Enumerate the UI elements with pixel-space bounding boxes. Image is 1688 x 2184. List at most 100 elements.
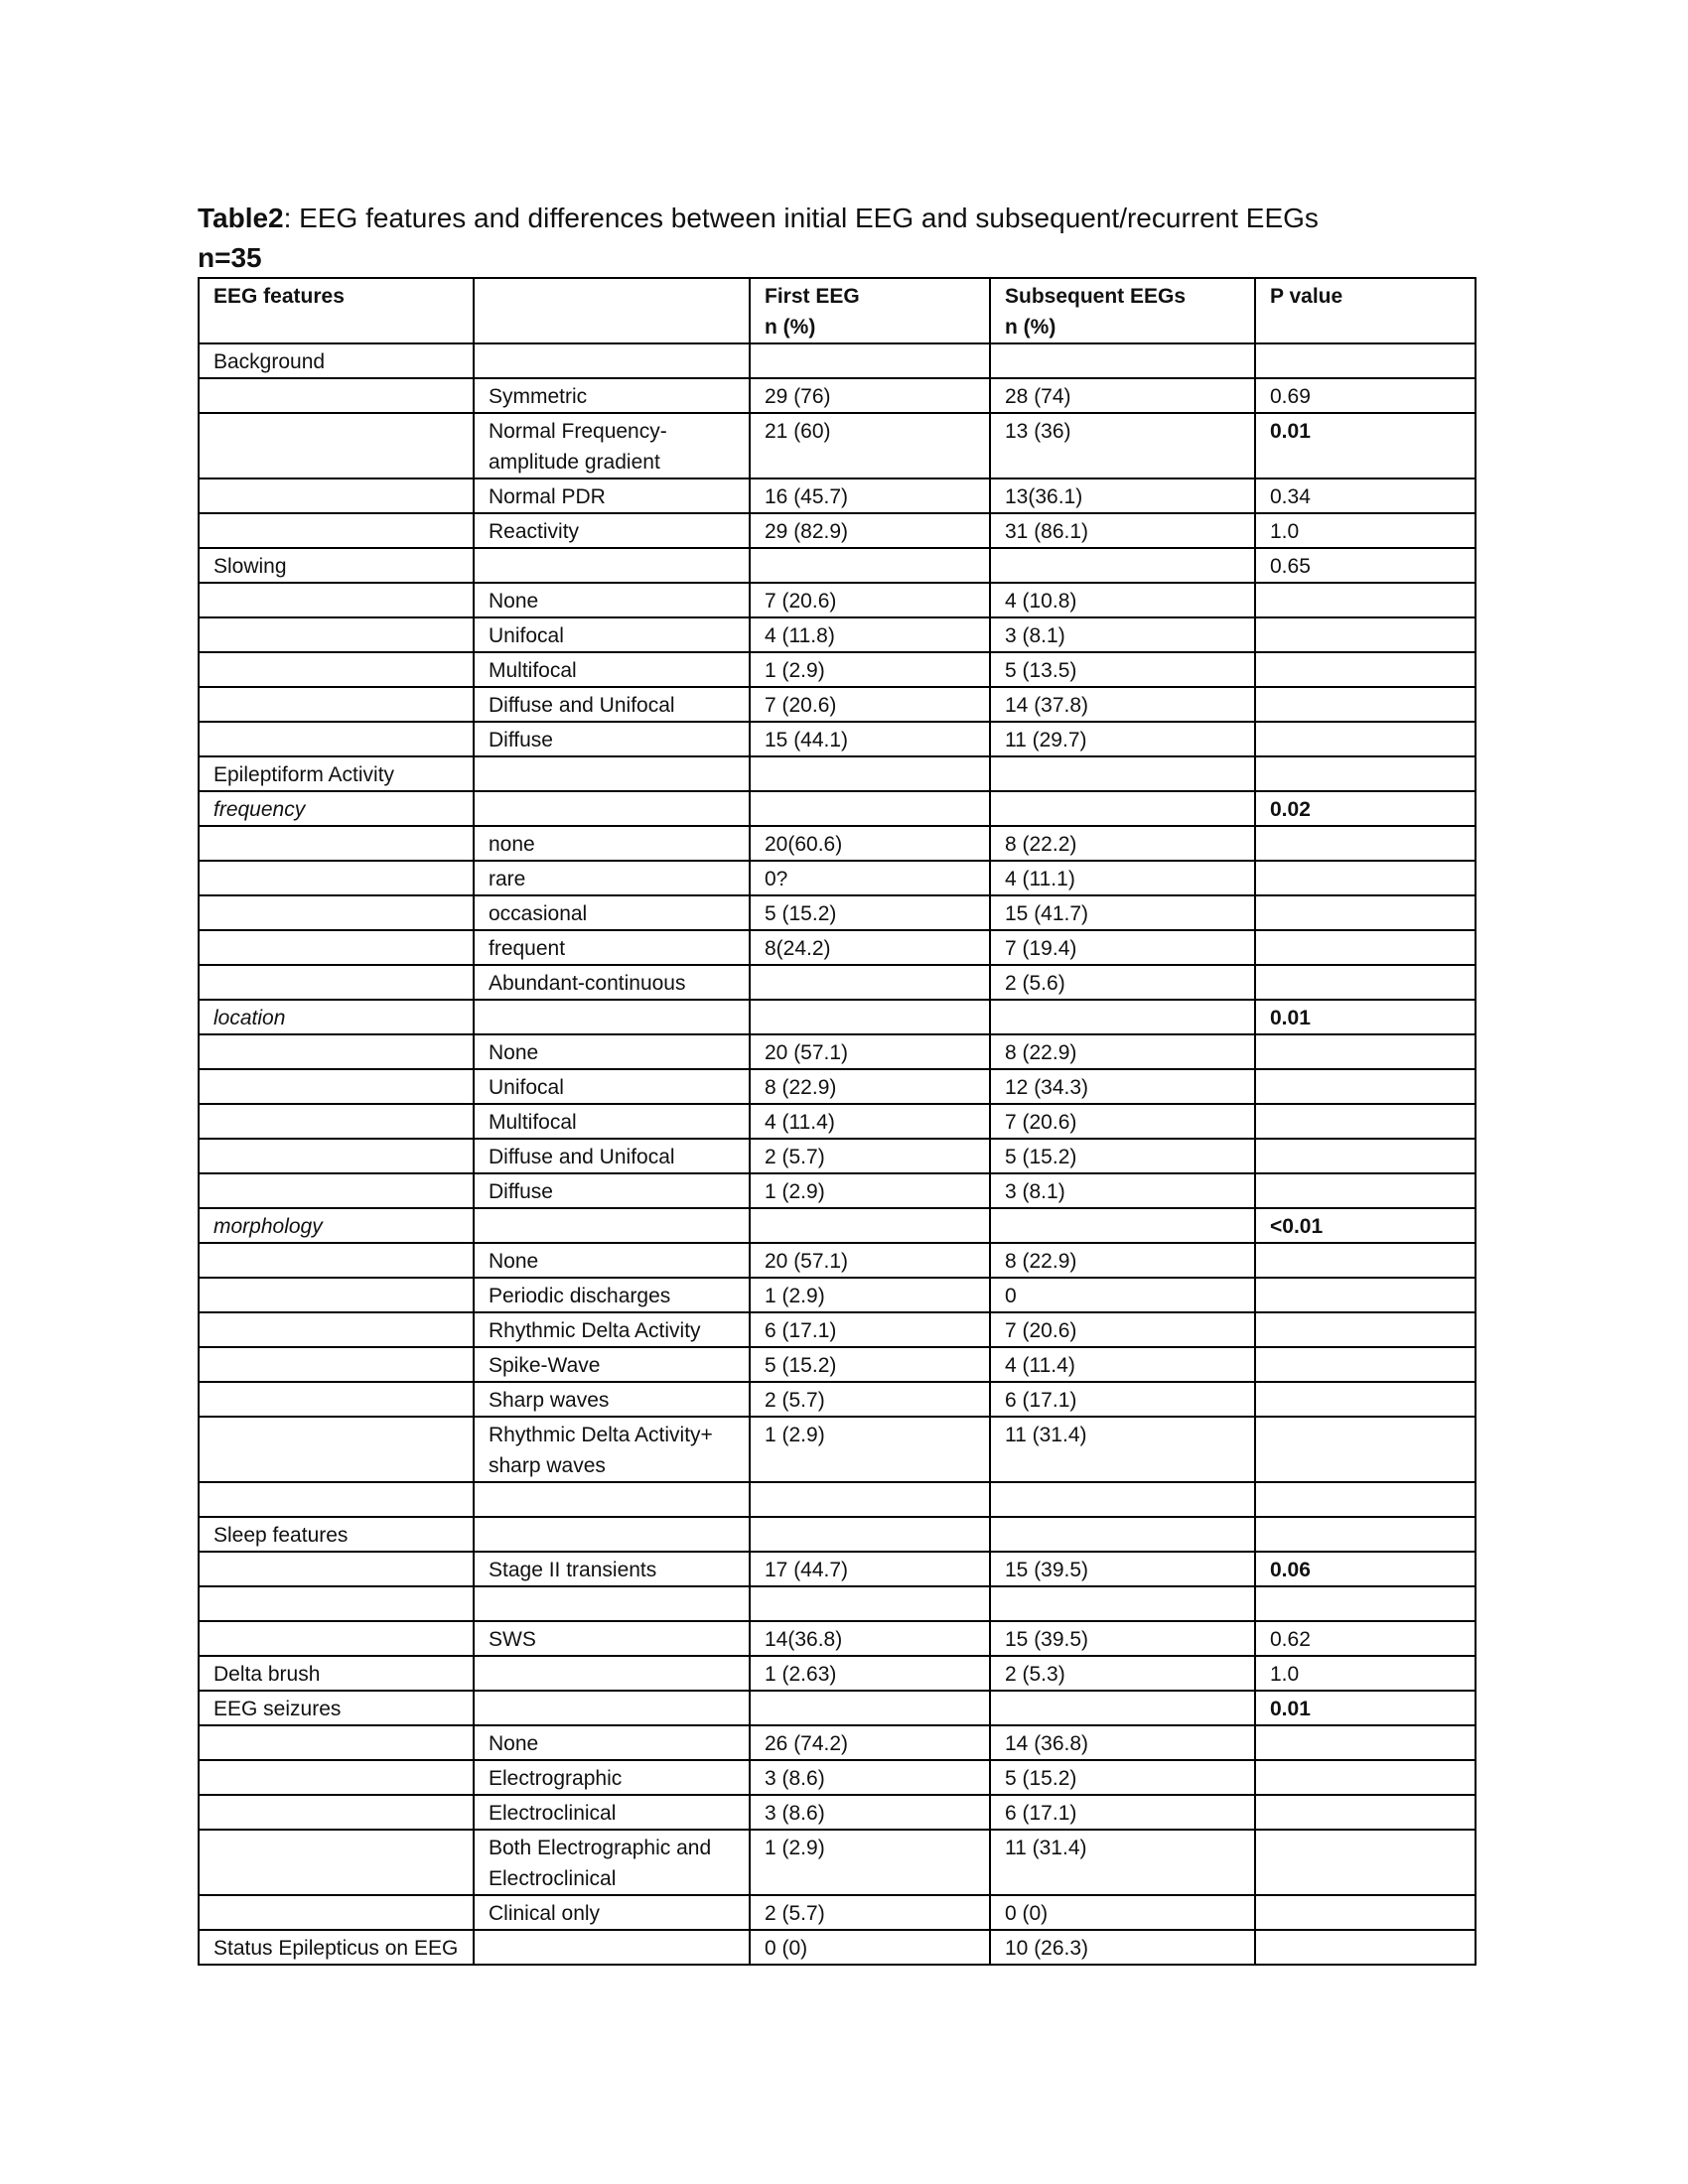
subcategory-cell — [473, 1585, 751, 1622]
feature-cell — [198, 412, 475, 479]
subsequent-eegs-cell: 8 (22.2) — [989, 825, 1256, 862]
p-value-cell — [1254, 929, 1477, 966]
p-value-cell: 0.06 — [1254, 1551, 1477, 1587]
header-first-eeg-unit: n (%) — [765, 316, 816, 339]
subcategory-cell — [473, 999, 751, 1035]
subsequent-eegs-cell — [989, 547, 1256, 584]
first-eeg-cell: 7 (20.6) — [749, 686, 991, 723]
table-label: Table2 — [198, 203, 284, 233]
p-value-cell — [1254, 582, 1477, 618]
first-eeg-cell: 29 (76) — [749, 377, 991, 414]
p-value-cell — [1254, 1829, 1477, 1896]
p-value-cell — [1254, 1346, 1477, 1383]
feature-cell — [198, 1724, 475, 1761]
p-value-cell — [1254, 1724, 1477, 1761]
feature-cell — [198, 1242, 475, 1279]
first-eeg-cell: 3 (8.6) — [749, 1759, 991, 1796]
subsequent-eegs-cell: 7 (20.6) — [989, 1103, 1256, 1140]
subsequent-eegs-cell: 3 (8.1) — [989, 616, 1256, 653]
table-row: Normal Frequency-amplitude gradient 21 (6… — [198, 412, 1477, 479]
first-eeg-cell — [749, 999, 991, 1035]
first-eeg-cell: 17 (44.7) — [749, 1551, 991, 1587]
subcategory-cell: occasional — [473, 894, 751, 931]
first-eeg-cell: 8(24.2) — [749, 929, 991, 966]
subcategory-cell: None — [473, 1242, 751, 1279]
subsequent-eegs-cell: 0 — [989, 1277, 1256, 1313]
feature-cell — [198, 1103, 475, 1140]
feature-cell — [198, 1277, 475, 1313]
p-value-cell — [1254, 686, 1477, 723]
subcategory-cell — [473, 342, 751, 379]
subsequent-eegs-cell: 14 (37.8) — [989, 686, 1256, 723]
table-row: Multifocal 4 (11.4) 7 (20.6) — [198, 1103, 1477, 1140]
subsequent-eegs-cell — [989, 1481, 1256, 1518]
table-row: frequent 8(24.2) 7 (19.4) — [198, 929, 1477, 966]
p-value-cell — [1254, 1103, 1477, 1140]
feature-cell: morphology — [198, 1207, 475, 1244]
subsequent-eegs-cell: 5 (13.5) — [989, 651, 1256, 688]
table-row: Both Electrographic and Electroclinical 1… — [198, 1829, 1477, 1896]
p-value-cell — [1254, 1172, 1477, 1209]
subsequent-eegs-cell — [989, 999, 1256, 1035]
feature-cell — [198, 860, 475, 896]
subsequent-eegs-cell: 15 (39.5) — [989, 1620, 1256, 1657]
subcategory-cell: Multifocal — [473, 1103, 751, 1140]
first-eeg-cell: 5 (15.2) — [749, 1346, 991, 1383]
table-row: None 7 (20.6) 4 (10.8) — [198, 582, 1477, 618]
table-row: Delta brush 1 (2.63) 2 (5.3) 1.0 — [198, 1655, 1477, 1692]
first-eeg-cell: 0 (0) — [749, 1929, 991, 1966]
table-caption: Table2: EEG features and differences bet… — [198, 199, 1319, 278]
table-row: Diffuse 1 (2.9) 3 (8.1) — [198, 1172, 1477, 1209]
p-value-cell: 0.01 — [1254, 999, 1477, 1035]
subcategory-cell — [473, 1655, 751, 1692]
subcategory-cell — [473, 547, 751, 584]
p-value-cell — [1254, 342, 1477, 379]
feature-cell — [198, 512, 475, 549]
subsequent-eegs-cell: 12 (34.3) — [989, 1068, 1256, 1105]
feature-cell — [198, 582, 475, 618]
header-first-eeg: First EEG n (%) — [749, 277, 991, 344]
subsequent-eegs-cell: 7 (20.6) — [989, 1311, 1256, 1348]
first-eeg-cell: 0? — [749, 860, 991, 896]
p-value-cell — [1254, 1416, 1477, 1483]
subcategory-cell: Rhythmic Delta Activity — [473, 1311, 751, 1348]
table-row — [198, 1585, 1477, 1622]
first-eeg-cell — [749, 547, 991, 584]
subcategory-cell: Electrographic — [473, 1759, 751, 1796]
first-eeg-cell: 1 (2.9) — [749, 1829, 991, 1896]
feature-cell — [198, 377, 475, 414]
subcategory-cell: SWS — [473, 1620, 751, 1657]
feature-cell — [198, 929, 475, 966]
subcategory-cell: Both Electrographic and Electroclinical — [473, 1829, 751, 1896]
feature-cell: Delta brush — [198, 1655, 475, 1692]
table-row: Electrographic 3 (8.6) 5 (15.2) — [198, 1759, 1477, 1796]
first-eeg-cell: 20 (57.1) — [749, 1033, 991, 1070]
p-value-cell: 0.01 — [1254, 1690, 1477, 1726]
subsequent-eegs-cell — [989, 755, 1256, 792]
p-value-cell — [1254, 1759, 1477, 1796]
header-subcategory — [473, 277, 751, 344]
p-value-cell — [1254, 1894, 1477, 1931]
feature-cell — [198, 721, 475, 757]
subcategory-cell: Diffuse and Unifocal — [473, 1138, 751, 1174]
table-row: Background — [198, 342, 1477, 379]
subsequent-eegs-cell: 8 (22.9) — [989, 1242, 1256, 1279]
feature-cell — [198, 478, 475, 514]
table-row: Rhythmic Delta Activity 6 (17.1) 7 (20.6) — [198, 1311, 1477, 1348]
first-eeg-cell: 1 (2.9) — [749, 1172, 991, 1209]
first-eeg-cell — [749, 964, 991, 1001]
subsequent-eegs-cell — [989, 1690, 1256, 1726]
feature-cell — [198, 1381, 475, 1418]
p-value-cell — [1254, 894, 1477, 931]
feature-cell — [198, 1585, 475, 1622]
feature-cell — [198, 964, 475, 1001]
feature-cell — [198, 1172, 475, 1209]
p-value-cell — [1254, 1068, 1477, 1105]
table-row: morphology <0.01 — [198, 1207, 1477, 1244]
p-value-cell — [1254, 755, 1477, 792]
feature-cell — [198, 1551, 475, 1587]
table-row: Diffuse and Unifocal 7 (20.6) 14 (37.8) — [198, 686, 1477, 723]
p-value-cell: <0.01 — [1254, 1207, 1477, 1244]
feature-cell — [198, 1033, 475, 1070]
subcategory-cell: none — [473, 825, 751, 862]
